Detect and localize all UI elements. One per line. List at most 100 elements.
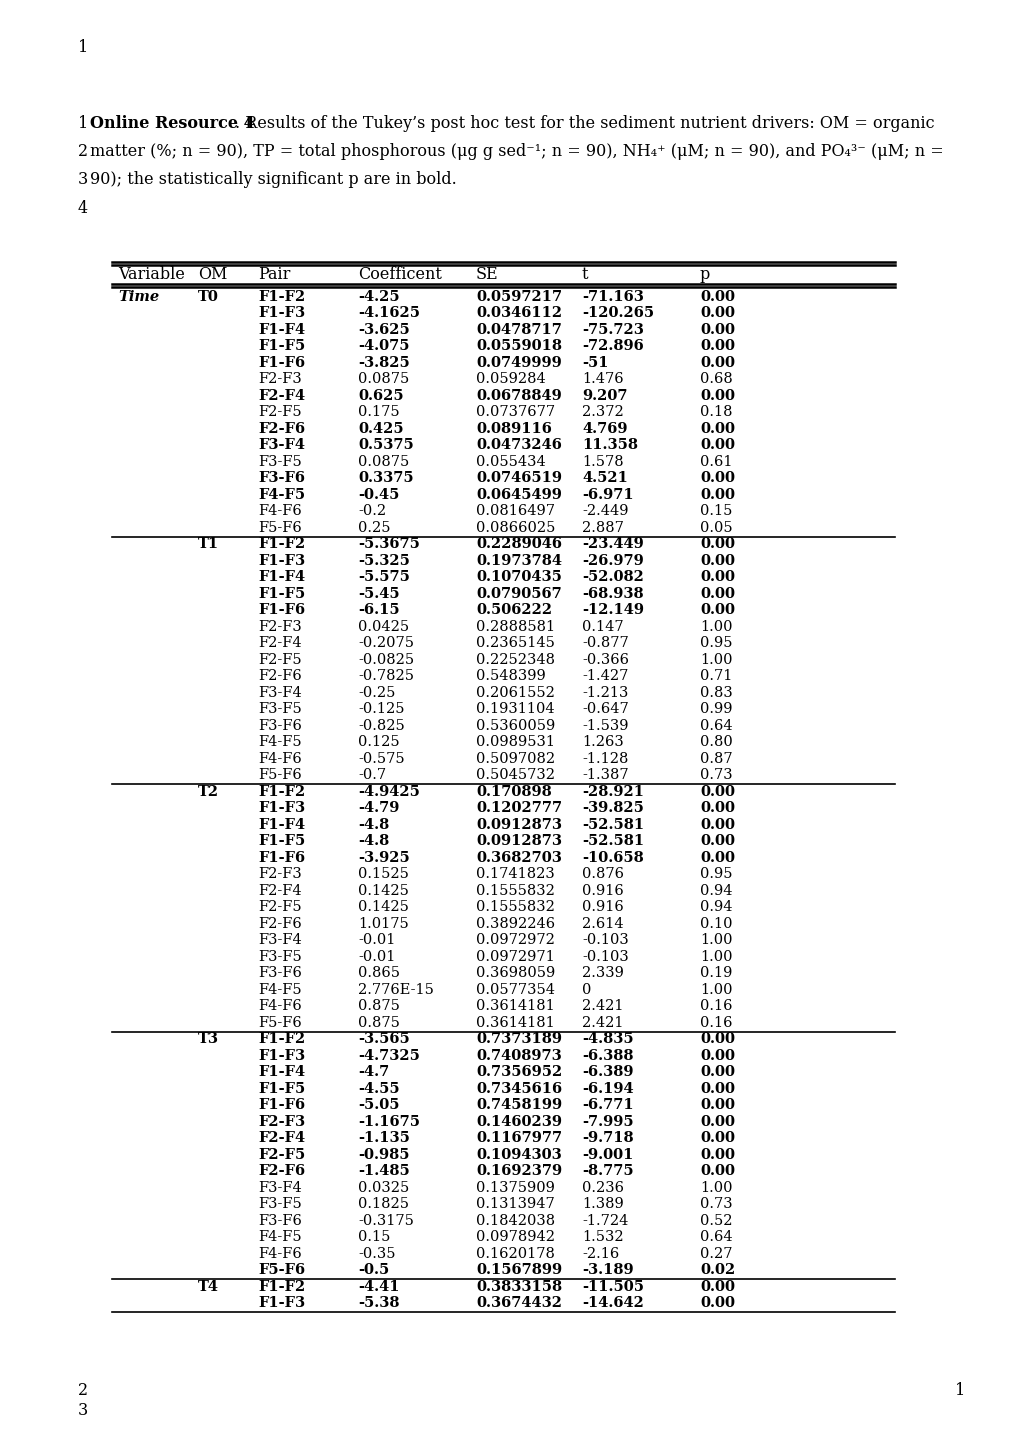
Text: F1-F2: F1-F2	[258, 1280, 305, 1293]
Text: 0.055434: 0.055434	[476, 455, 545, 469]
Text: F4-F6: F4-F6	[258, 1247, 302, 1261]
Text: 0.3674432: 0.3674432	[476, 1296, 561, 1310]
Text: -3.925: -3.925	[358, 850, 410, 864]
Text: F1-F4: F1-F4	[258, 323, 305, 336]
Text: -0.45: -0.45	[358, 488, 399, 502]
Text: 0.0866025: 0.0866025	[476, 521, 554, 534]
Text: 0.0678849: 0.0678849	[476, 388, 561, 403]
Text: -28.921: -28.921	[582, 785, 643, 798]
Text: -0.985: -0.985	[358, 1147, 409, 1162]
Text: 1: 1	[954, 1382, 964, 1400]
Text: 0.73: 0.73	[699, 1198, 732, 1211]
Text: -4.8: -4.8	[358, 834, 389, 848]
Text: F1-F4: F1-F4	[258, 1065, 305, 1079]
Text: 1.263: 1.263	[582, 734, 624, 749]
Text: 0.0816497: 0.0816497	[476, 504, 554, 518]
Text: 0.00: 0.00	[699, 1280, 735, 1293]
Text: 3: 3	[77, 172, 89, 188]
Text: F1-F2: F1-F2	[258, 290, 305, 303]
Text: -52.082: -52.082	[582, 570, 643, 584]
Text: 1.578: 1.578	[582, 455, 623, 469]
Text: -6.389: -6.389	[582, 1065, 633, 1079]
Text: 0.175: 0.175	[358, 405, 399, 418]
Text: 0.3833158: 0.3833158	[476, 1280, 561, 1293]
Text: 0: 0	[582, 983, 591, 997]
Text: -0.125: -0.125	[358, 703, 405, 716]
Text: 0.1460239: 0.1460239	[476, 1114, 561, 1128]
Text: 0.00: 0.00	[699, 1082, 735, 1095]
Text: -4.7325: -4.7325	[358, 1049, 420, 1062]
Text: 0.1313947: 0.1313947	[476, 1198, 554, 1211]
Text: 0.00: 0.00	[699, 1065, 735, 1079]
Text: t: t	[582, 266, 588, 283]
Text: 1.00: 1.00	[699, 652, 732, 667]
Text: 0.125: 0.125	[358, 734, 399, 749]
Text: -0.103: -0.103	[582, 934, 628, 947]
Text: 0.3892246: 0.3892246	[476, 916, 554, 931]
Text: -4.9425: -4.9425	[358, 785, 420, 798]
Text: 0.0749999: 0.0749999	[476, 355, 561, 369]
Text: 0.00: 0.00	[699, 801, 735, 815]
Text: 0.5045732: 0.5045732	[476, 768, 554, 782]
Text: 0.625: 0.625	[358, 388, 404, 403]
Text: F3-F6: F3-F6	[258, 470, 305, 485]
Text: 0.0972971: 0.0972971	[476, 949, 554, 964]
Text: Online Resource 4: Online Resource 4	[90, 115, 255, 131]
Text: 0.1842038: 0.1842038	[476, 1214, 554, 1228]
Text: -0.647: -0.647	[582, 703, 628, 716]
Text: 0.68: 0.68	[699, 372, 732, 387]
Text: F1-F6: F1-F6	[258, 1098, 305, 1113]
Text: F1-F5: F1-F5	[258, 586, 305, 600]
Text: 0.05: 0.05	[699, 521, 732, 534]
Text: 0.236: 0.236	[582, 1180, 624, 1195]
Text: F2-F3: F2-F3	[258, 372, 302, 387]
Text: 0.875: 0.875	[358, 999, 399, 1013]
Text: -1.213: -1.213	[582, 685, 628, 700]
Text: F1-F2: F1-F2	[258, 537, 305, 551]
Text: 0.876: 0.876	[582, 867, 624, 882]
Text: F2-F4: F2-F4	[258, 636, 302, 649]
Text: 1.00: 1.00	[699, 619, 732, 633]
Text: -3.625: -3.625	[358, 323, 410, 336]
Text: -0.01: -0.01	[358, 934, 395, 947]
Text: 0.1094303: 0.1094303	[476, 1147, 561, 1162]
Text: 0.5097082: 0.5097082	[476, 752, 554, 766]
Text: 0.1375909: 0.1375909	[476, 1180, 554, 1195]
Text: 1.00: 1.00	[699, 934, 732, 947]
Text: 90); the statistically significant p are in bold.: 90); the statistically significant p are…	[90, 172, 457, 188]
Text: 0.0645499: 0.0645499	[476, 488, 561, 502]
Text: 4: 4	[77, 201, 88, 216]
Text: -1.1675: -1.1675	[358, 1114, 420, 1128]
Text: 2: 2	[77, 143, 88, 160]
Text: F4-F5: F4-F5	[258, 1229, 302, 1244]
Text: F1-F5: F1-F5	[258, 834, 305, 848]
Text: -52.581: -52.581	[582, 834, 643, 848]
Text: 0.3375: 0.3375	[358, 470, 414, 485]
Text: 0.0737677: 0.0737677	[476, 405, 554, 418]
Text: F4-F5: F4-F5	[258, 488, 305, 502]
Text: -0.2075: -0.2075	[358, 636, 414, 649]
Text: 0.2061552: 0.2061552	[476, 685, 554, 700]
Text: F3-F6: F3-F6	[258, 1214, 302, 1228]
Text: 0.15: 0.15	[358, 1229, 390, 1244]
Text: F1-F2: F1-F2	[258, 785, 305, 798]
Text: 0.1692379: 0.1692379	[476, 1165, 561, 1177]
Text: 0.2289046: 0.2289046	[476, 537, 561, 551]
Text: 3: 3	[77, 1403, 89, 1418]
Text: F4-F6: F4-F6	[258, 999, 302, 1013]
Text: -3.825: -3.825	[358, 355, 410, 369]
Text: 0.00: 0.00	[699, 785, 735, 798]
Text: 0.0972972: 0.0972972	[476, 934, 554, 947]
Text: 0.16: 0.16	[699, 1016, 732, 1029]
Text: F2-F5: F2-F5	[258, 405, 302, 418]
Text: -1.485: -1.485	[358, 1165, 410, 1177]
Text: 2.614: 2.614	[582, 916, 623, 931]
Text: 0.00: 0.00	[699, 554, 735, 567]
Text: F3-F4: F3-F4	[258, 685, 302, 700]
Text: T3: T3	[198, 1032, 219, 1046]
Text: Pair: Pair	[258, 266, 290, 283]
Text: -3.189: -3.189	[582, 1263, 633, 1277]
Text: F2-F6: F2-F6	[258, 1165, 305, 1177]
Text: 0.00: 0.00	[699, 339, 735, 354]
Text: -5.3675: -5.3675	[358, 537, 420, 551]
